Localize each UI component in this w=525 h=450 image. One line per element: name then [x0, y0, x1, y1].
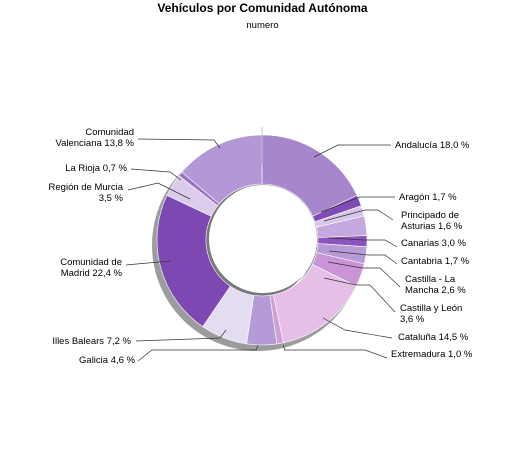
- leader-line: [130, 168, 182, 181]
- slice-label: Comunidad Valenciana 13,8 %: [55, 127, 134, 149]
- leader-line: [322, 317, 393, 339]
- slice-label: Illes Balears 7,2 %: [52, 336, 131, 347]
- slice-label: La Rioja 0,7 %: [65, 163, 127, 174]
- leader-line: [327, 237, 398, 248]
- leader-line: [328, 250, 398, 265]
- leader-line: [320, 196, 395, 213]
- slice-label: Canarias 3,0 %: [401, 238, 467, 249]
- leader-line: [323, 209, 394, 222]
- chart-subtitle: numero: [246, 20, 279, 31]
- slice-label: Principado de Asturias 1,6 %: [401, 210, 463, 232]
- leader-line: [323, 277, 396, 313]
- leader-line: [125, 260, 171, 266]
- slice-label: Aragón 1,7 %: [399, 192, 457, 203]
- slice-label: Cataluña 14,5 %: [398, 332, 469, 343]
- slice-label: Región de Murcia 3,5 %: [49, 182, 124, 204]
- slice-label: Andalucía 18,0 %: [395, 140, 470, 151]
- donut-hole: [209, 185, 317, 293]
- slice-label: Castilla - La Mancha 2,6 %: [405, 274, 466, 296]
- slice-comunidad-de-madrid: [156, 195, 231, 328]
- leader-line: [127, 182, 191, 200]
- slice-label: Extremadura 1,0 %: [391, 349, 473, 360]
- leader-line: [327, 261, 401, 288]
- leader-line: [135, 329, 227, 342]
- leader-line: [313, 144, 391, 158]
- slice-label: Castilla y León 3,6 %: [400, 303, 462, 325]
- slice-label: Galicia 4,6 %: [79, 355, 136, 366]
- leader-line: [137, 344, 259, 362]
- slice-label: Comunidad de Madrid 22,4 %: [60, 257, 122, 279]
- slice-label: Cantabria 1,7 %: [401, 256, 470, 267]
- chart-title: Vehículos por Comunidad Autónoma: [157, 1, 368, 15]
- leader-line: [282, 344, 388, 359]
- leader-line: [137, 138, 221, 149]
